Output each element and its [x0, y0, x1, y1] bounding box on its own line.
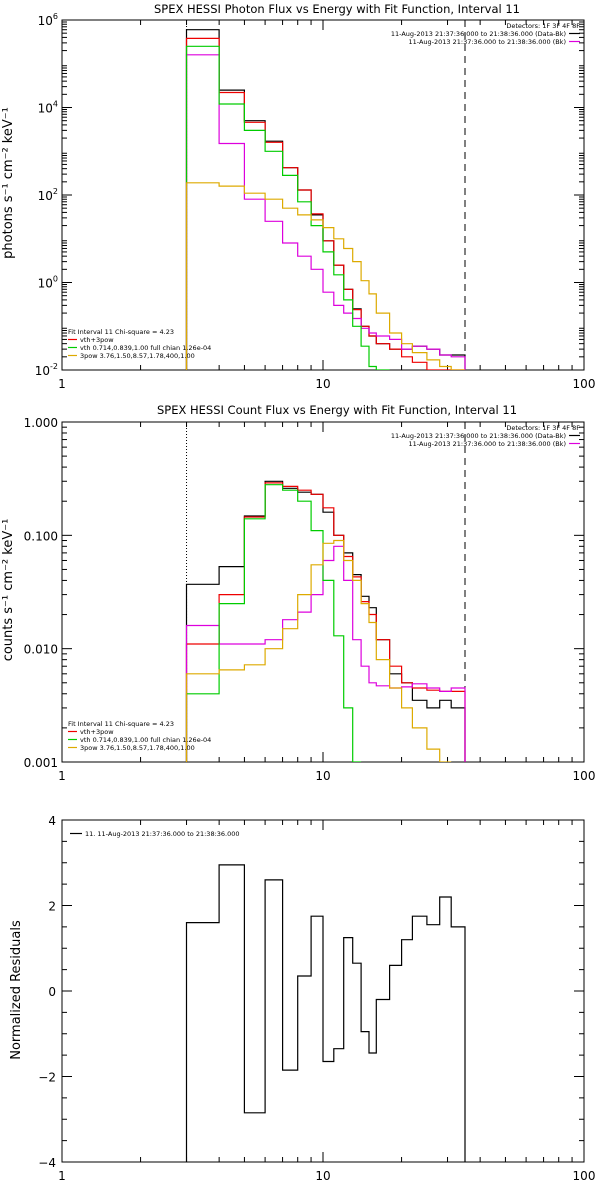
series-line-data-bk — [185, 29, 466, 370]
y-tick-label: 2 — [48, 900, 56, 914]
residuals-ylabel: Normalized Residuals — [9, 920, 24, 1060]
series-line-vth-3pow — [185, 37, 465, 370]
fit-legend-entry: vth 0.714,0.839,1.00 full chian 1.26e-04 — [80, 344, 211, 352]
count-flux-title: SPEX HESSI Count Flux vs Energy with Fit… — [157, 403, 517, 417]
series-line-vth-3pow — [185, 482, 466, 762]
x-tick-label: 10 — [315, 1169, 330, 1183]
series-line-vth — [185, 484, 362, 762]
series-line-bk — [185, 54, 466, 370]
series-group — [185, 864, 466, 1162]
x-tick-label: 10 — [315, 377, 330, 391]
count-flux-panel: 1 10 100 1.000 0.100 0.010 0.001 Detectors: 1F … — [24, 416, 596, 783]
y-tick-label: 0.001 — [24, 756, 58, 770]
photon-flux-panel: 1 10 100 106 104 102 100 10-2 Detectors: 1F 3F 4… — [35, 12, 596, 391]
y-tick-label: 0.010 — [24, 643, 58, 657]
fit-legend-entry: vth+3pow — [80, 336, 114, 344]
legend-entry: 11-Aug-2013 21:37:36.000 to 21:38:36.000… — [391, 30, 566, 38]
y-tick-label: 0 — [48, 985, 56, 999]
legend-entry: 11-Aug-2013 21:37:36.000 to 21:38:36.000… — [409, 38, 566, 46]
x-tick-label: 100 — [573, 1169, 596, 1183]
series-line-bk — [185, 545, 466, 762]
fit-legend-header: Fit Interval 11 Chi-square = 4.23 — [68, 720, 174, 728]
photon-flux-ylabel: photons s⁻¹ cm⁻² keV⁻¹ — [1, 107, 16, 259]
y-tick-label: 104 — [38, 100, 58, 116]
y-tick-label: 1.000 — [24, 416, 58, 430]
x-tick-label: 1 — [58, 1169, 66, 1183]
y-tick-label: 0.100 — [24, 529, 58, 543]
legend-header: Detectors: 1F 3F 4F 8F — [506, 22, 580, 30]
legend-entry: 11-Aug-2013 21:37:36.000 to 21:38:36.000… — [391, 432, 566, 440]
x-tick-label: 1 — [58, 377, 66, 391]
fit-legend-entry: 3pow 3.76,1.50,8.57,1.78,400,1.00 — [80, 744, 195, 752]
residuals-panel: 1 10 100 −4 −2 0 2 4 11. 11-Aug-2013 21:37:36.00… — [38, 814, 595, 1183]
y-tick-label: 100 — [38, 275, 58, 291]
series-line-3pow — [185, 539, 452, 762]
series-line-data-bk — [185, 480, 466, 762]
y-tick-label: −4 — [38, 1156, 56, 1170]
photon-flux-title: SPEX HESSI Photon Flux vs Energy with Fi… — [154, 2, 520, 16]
plot-frame — [61, 19, 585, 371]
y-tick-label: 4 — [48, 814, 56, 828]
series-line-11-11-aug-2013-21-37-36-000-to-21-38-36-000 — [185, 864, 466, 1162]
fit-legend-entry: vth 0.714,0.839,1.00 full chian 1.26e-04 — [80, 736, 211, 744]
x-tick-label: 10 — [315, 769, 330, 783]
legend-entry: 11-Aug-2013 21:37:36.000 to 21:38:36.000… — [409, 440, 566, 448]
count-flux-ylabel: counts s⁻¹ cm⁻² keV⁻¹ — [1, 519, 16, 662]
y-tick-label: 106 — [38, 12, 58, 28]
y-tick-label: 10-2 — [35, 362, 58, 378]
residual-legend-entry: 11. 11-Aug-2013 21:37:36.000 to 21:38:36… — [85, 830, 240, 838]
fit-legend-entry: 3pow 3.76,1.50,8.57,1.78,400,1.00 — [80, 352, 195, 360]
fit-legend-entry: vth+3pow — [80, 728, 114, 736]
x-tick-label: 100 — [573, 377, 596, 391]
series-group — [185, 29, 466, 370]
x-tick-label: 100 — [573, 769, 596, 783]
y-tick-label: 102 — [38, 187, 58, 203]
x-tick-label: 1 — [58, 769, 66, 783]
legend-header: Detectors: 1F 3F 4F 8F — [506, 424, 580, 432]
y-tick-label: −2 — [38, 1071, 56, 1085]
series-group — [185, 480, 466, 762]
series-line-3pow — [185, 182, 465, 370]
fit-legend-header: Fit Interval 11 Chi-square = 4.23 — [68, 328, 174, 336]
